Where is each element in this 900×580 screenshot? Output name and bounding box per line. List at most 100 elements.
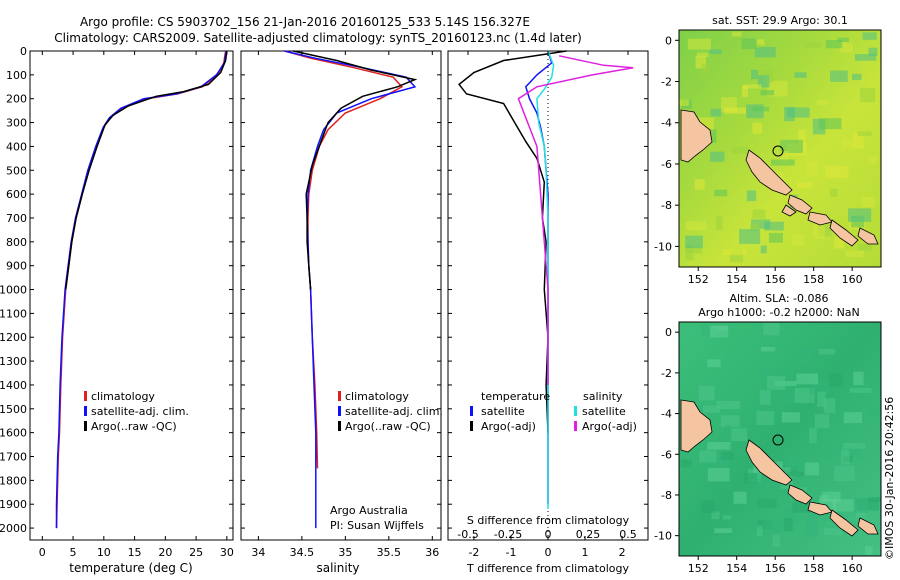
y-tick-label: 1300 <box>0 355 27 368</box>
s-tick-label: -0.25 <box>494 528 522 541</box>
field-texture-cell <box>857 244 873 251</box>
x-tick-label: 5 <box>70 546 77 559</box>
sst-map-frame <box>678 29 882 268</box>
lat-tick-label: 0 <box>665 34 672 47</box>
field-texture-cell <box>709 49 722 54</box>
field-texture-cell <box>800 348 812 363</box>
legend-swatch-t-satellite <box>470 406 473 416</box>
field-texture-cell <box>796 182 813 188</box>
x-tick-label: 15 <box>128 546 142 559</box>
legend-swatch-argo <box>338 421 341 431</box>
field-texture-cell <box>841 449 850 465</box>
field-texture-cell <box>806 161 818 176</box>
lon-tick-label: 156 <box>765 562 786 575</box>
field-texture-cell <box>772 534 780 547</box>
field-texture-cell <box>868 156 878 164</box>
y-tick-label: 1100 <box>0 307 27 320</box>
field-texture-cell <box>702 63 710 76</box>
land-mass <box>680 399 713 453</box>
field-texture-cell <box>833 499 854 512</box>
field-texture-cell <box>687 38 711 50</box>
legend-label-t-argo: Argo(-adj) <box>481 420 536 433</box>
sla-coastline <box>680 399 879 537</box>
s-tick-label: 0.25 <box>576 528 601 541</box>
land-mass <box>807 211 833 226</box>
lat-tick-label: -8 <box>661 199 672 212</box>
field-texture-cell <box>817 99 828 106</box>
field-texture-cell <box>756 39 765 46</box>
lat-tick-label: -4 <box>661 408 672 421</box>
lon-tick-label: 152 <box>688 273 709 286</box>
legend-label-climatology: climatology <box>345 390 409 403</box>
salinity-legend: climatology satellite-adj. clim. Argo(..… <box>338 390 443 433</box>
field-texture-cell <box>759 390 771 405</box>
y-tick-label: 0 <box>20 45 27 58</box>
x-tick-label: 36 <box>425 546 439 559</box>
field-texture-cell <box>780 151 789 164</box>
field-texture-cell <box>806 515 815 521</box>
field-texture-cell <box>823 528 842 536</box>
legend-swatch-t-argo <box>470 421 473 431</box>
land-mass <box>787 484 813 505</box>
x-tick-label: -2 <box>468 546 479 559</box>
argo-position-marker <box>772 145 784 157</box>
y-tick-label: 700 <box>6 212 27 225</box>
lat-tick-label: -2 <box>661 76 672 89</box>
field-texture-cell <box>794 72 807 78</box>
y-tick-label: 300 <box>6 117 27 130</box>
field-texture-cell <box>722 515 732 520</box>
field-texture-cell <box>694 179 705 190</box>
field-texture-cell <box>804 42 822 49</box>
field-texture-cell <box>868 497 881 502</box>
field-texture-cell <box>750 223 759 232</box>
field-texture-cell <box>760 245 767 254</box>
difference-xlabel-bottom: T difference from climatology <box>466 562 629 575</box>
field-texture-cell <box>732 146 749 154</box>
diff-series-temperature-argo-adj- <box>458 50 567 433</box>
x-tick-label: 34 <box>251 546 265 559</box>
x-tick-label: 0 <box>545 546 552 559</box>
field-texture-cell <box>700 500 715 513</box>
lon-tick-label: 152 <box>688 562 709 575</box>
land-mass <box>745 439 793 486</box>
field-texture-cell <box>715 215 723 231</box>
land-mass <box>781 204 797 217</box>
field-texture-cell <box>857 131 872 137</box>
argo-position-marker <box>772 434 784 446</box>
field-texture-cell <box>821 491 841 503</box>
field-texture-cell <box>724 433 732 445</box>
land-mass <box>745 149 793 196</box>
field-texture-cell <box>760 90 774 96</box>
field-texture-cell <box>701 325 711 336</box>
field-texture-cell <box>685 235 703 249</box>
lon-tick-label: 160 <box>842 273 863 286</box>
x-tick-label: 2 <box>619 546 626 559</box>
y-tick-label: 1000 <box>0 284 27 297</box>
field-texture-cell <box>784 106 795 122</box>
field-texture-cell <box>752 122 763 134</box>
field-texture-cell <box>796 373 819 385</box>
lon-tick-label: 158 <box>803 273 824 286</box>
field-texture-cell <box>775 172 785 181</box>
field-texture-cell <box>862 32 877 40</box>
y-tick-label: 200 <box>6 93 27 106</box>
land-mass <box>807 501 833 516</box>
field-texture-cell <box>768 232 783 243</box>
legend-label-t-satellite: satellite <box>481 405 525 418</box>
field-texture-cell <box>792 502 812 513</box>
title-line-1: Argo profile: CS 5903702_156 21-Jan-2016… <box>80 15 530 29</box>
lon-tick-label: 158 <box>803 562 824 575</box>
field-texture-cell <box>733 491 747 504</box>
lat-tick-label: -6 <box>661 448 672 461</box>
field-texture-cell <box>695 55 706 69</box>
land-mass <box>857 227 879 245</box>
series-line-argo-raw-qc- <box>293 50 418 290</box>
legend-label-climatology: climatology <box>91 390 155 403</box>
field-texture-cell <box>707 359 721 368</box>
field-texture-cell <box>843 442 866 449</box>
field-texture-cell <box>722 249 747 256</box>
x-tick-label: 25 <box>189 546 203 559</box>
y-tick-label: 1700 <box>0 451 27 464</box>
field-texture-cell <box>767 376 785 390</box>
